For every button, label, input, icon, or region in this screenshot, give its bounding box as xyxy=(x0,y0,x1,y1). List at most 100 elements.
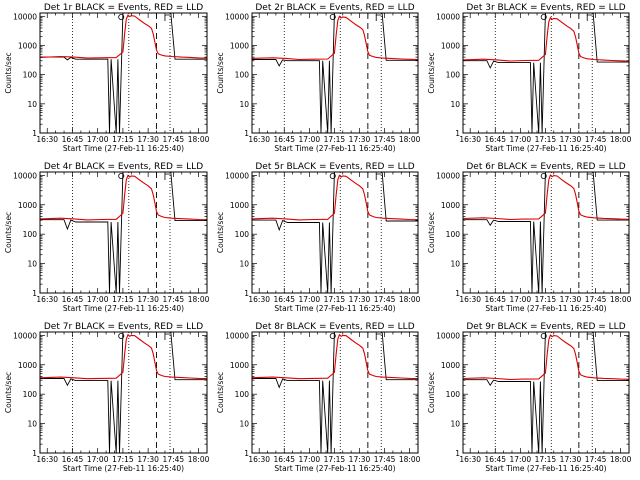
events-series-line xyxy=(463,13,629,133)
x-tick-label: 16:45 xyxy=(273,295,295,304)
y-tick-label: 1000 xyxy=(230,201,249,210)
x-tick-label: 16:30 xyxy=(248,295,270,304)
y-tick-label: 10000 xyxy=(13,331,37,340)
x-tick-label: 17:00 xyxy=(87,135,109,144)
y-tick-label: 1000 xyxy=(230,41,249,50)
panel-det-3: Det 3r BLACK = Events, RED = LLD 16:30 16:… xyxy=(427,3,632,153)
series-group xyxy=(40,13,207,133)
x-tick-label: 17:30 xyxy=(560,295,582,304)
top-marker-step xyxy=(375,173,382,180)
x-tick-label: 18:00 xyxy=(610,455,632,464)
x-axis-label: Start Time (27-Feb-11 16:25:40) xyxy=(63,144,184,153)
top-marker-circle xyxy=(540,332,547,339)
x-tick-label: 16:30 xyxy=(36,295,58,304)
x-tick-label: 17:15 xyxy=(535,295,557,304)
x-tick-label: 17:30 xyxy=(137,135,159,144)
x-tick-label: 16:30 xyxy=(459,455,481,464)
top-marker-step xyxy=(164,333,171,340)
y-axis-label: Counts/sec xyxy=(427,372,436,413)
y-axis-label: Counts/sec xyxy=(427,212,436,253)
y-tick-label: 1000 xyxy=(18,361,37,370)
series-group xyxy=(40,332,207,453)
series-group xyxy=(252,13,418,133)
x-tick-label: 17:45 xyxy=(585,135,607,144)
x-tick-label: 17:00 xyxy=(510,135,532,144)
x-tick-label: 16:45 xyxy=(484,455,506,464)
lld-series-line xyxy=(463,334,629,381)
series-group xyxy=(463,332,629,453)
y-tick-label: 10000 xyxy=(225,12,249,21)
lld-series-line xyxy=(252,15,418,61)
y-axis-label: Counts/sec xyxy=(4,212,13,253)
top-marker-step xyxy=(586,333,593,340)
top-marker-step xyxy=(164,173,171,180)
panel-title: Det 7r BLACK = Events, RED = LLD xyxy=(44,322,203,332)
y-tick-label: 10000 xyxy=(436,12,460,21)
y-tick-label: 10 xyxy=(239,260,249,269)
x-tick-label: 17:45 xyxy=(374,135,396,144)
panel-det-4: Det 4r BLACK = Events, RED = LLD 16:30 16:… xyxy=(4,162,210,313)
series-group xyxy=(463,172,629,293)
y-tick-label: 1 xyxy=(455,449,460,458)
x-axis-label: Start Time (27-Feb-11 16:25:40) xyxy=(274,464,395,473)
lld-series-line xyxy=(252,174,418,221)
top-marker-step xyxy=(586,14,593,21)
x-tick-label: 17:15 xyxy=(324,135,346,144)
y-tick-label: 10 xyxy=(239,420,249,429)
top-marker-circle xyxy=(540,172,547,179)
y-tick-label: 100 xyxy=(235,230,250,239)
y-tick-label: 1 xyxy=(455,289,460,298)
panel-det-8: Det 8r BLACK = Events, RED = LLD 16:30 16:… xyxy=(216,322,421,473)
events-series-line xyxy=(463,172,629,293)
x-tick-label: 17:30 xyxy=(349,135,371,144)
y-tick-label: 10000 xyxy=(13,171,37,180)
x-tick-label: 17:00 xyxy=(510,455,532,464)
y-tick-label: 10000 xyxy=(436,331,460,340)
top-marker-circle xyxy=(329,332,336,339)
x-tick-label: 16:30 xyxy=(36,455,58,464)
series-group xyxy=(252,172,418,293)
top-marker-step xyxy=(375,14,382,21)
y-axis-label: Counts/sec xyxy=(216,372,225,413)
lld-series-line xyxy=(463,16,629,62)
x-tick-label: 17:15 xyxy=(324,455,346,464)
events-series-line xyxy=(252,13,418,133)
events-series-line xyxy=(252,172,418,293)
panel-title: Det 2r BLACK = Events, RED = LLD xyxy=(255,3,414,13)
x-tick-label: 17:00 xyxy=(510,295,532,304)
x-tick-label: 18:00 xyxy=(399,295,421,304)
x-tick-label: 17:15 xyxy=(535,455,557,464)
y-tick-label: 100 xyxy=(446,71,461,80)
panel-det-9: Det 9r BLACK = Events, RED = LLD 16:30 16:… xyxy=(427,322,632,473)
plot-frame xyxy=(39,331,208,454)
y-tick-label: 1 xyxy=(244,129,249,138)
y-tick-label: 100 xyxy=(235,71,250,80)
x-tick-label: 17:30 xyxy=(349,295,371,304)
plot-frame xyxy=(251,12,419,134)
y-tick-label: 1000 xyxy=(441,41,460,50)
plot-frame xyxy=(39,171,208,294)
x-tick-label: 17:15 xyxy=(535,135,557,144)
y-tick-label: 100 xyxy=(235,390,250,399)
y-tick-label: 10 xyxy=(450,100,460,109)
x-tick-label: 16:45 xyxy=(273,455,295,464)
lld-series-line xyxy=(40,174,207,221)
x-tick-label: 18:00 xyxy=(188,135,210,144)
x-tick-label: 17:30 xyxy=(560,455,582,464)
lld-series-line xyxy=(40,333,207,380)
x-axis-label: Start Time (27-Feb-11 16:25:40) xyxy=(274,304,395,313)
panel-det-6: Det 6r BLACK = Events, RED = LLD 16:30 16:… xyxy=(427,162,632,313)
panel-title: Det 6r BLACK = Events, RED = LLD xyxy=(466,162,625,172)
y-tick-label: 10 xyxy=(450,420,460,429)
panel-det-5: Det 5r BLACK = Events, RED = LLD 16:30 16:… xyxy=(216,162,421,313)
events-series-line xyxy=(40,172,207,293)
x-tick-label: 18:00 xyxy=(188,455,210,464)
panel-det-7: Det 7r BLACK = Events, RED = LLD 16:30 16:… xyxy=(4,322,210,473)
events-series-line xyxy=(40,332,207,453)
y-tick-label: 1 xyxy=(455,129,460,138)
x-tick-label: 17:30 xyxy=(349,455,371,464)
x-tick-label: 16:30 xyxy=(459,295,481,304)
top-marker-circle xyxy=(329,13,336,20)
y-axis-label: Counts/sec xyxy=(216,52,225,93)
